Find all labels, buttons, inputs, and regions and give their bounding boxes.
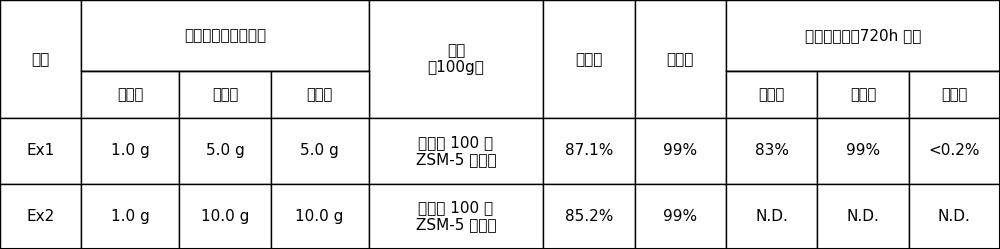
Bar: [271, 71, 369, 118]
Text: 硬铝比 100 的
ZSM-5 分子筛: 硬铝比 100 的 ZSM-5 分子筛: [416, 135, 496, 167]
Text: 5.0 g: 5.0 g: [206, 143, 244, 159]
Bar: [543, 0, 635, 118]
Bar: [543, 184, 635, 249]
Text: <0.2%: <0.2%: [929, 143, 980, 159]
Text: Ex1: Ex1: [27, 143, 55, 159]
Bar: [369, 0, 543, 118]
Text: 1.0 g: 1.0 g: [111, 209, 150, 224]
Text: 5.0 g: 5.0 g: [300, 143, 339, 159]
Text: 1.0 g: 1.0 g: [111, 143, 150, 159]
Text: 序号: 序号: [32, 52, 50, 67]
Bar: [726, 0, 1000, 71]
Text: 长周期评价（720h 后）: 长周期评价（720h 后）: [805, 28, 921, 43]
Bar: [271, 118, 369, 184]
Text: 硬铝比 100 的
ZSM-5 分子筛: 硬铝比 100 的 ZSM-5 分子筛: [416, 200, 496, 233]
Text: 83%: 83%: [755, 143, 789, 159]
Text: 99%: 99%: [663, 143, 697, 159]
Bar: [369, 184, 543, 249]
Bar: [543, 118, 635, 184]
Bar: [179, 118, 271, 184]
Text: N.D.: N.D.: [755, 209, 788, 224]
Text: 85.2%: 85.2%: [565, 209, 613, 224]
Bar: [909, 71, 1000, 118]
Bar: [179, 184, 271, 249]
Bar: [726, 71, 817, 118]
Text: 碳含量: 碳含量: [941, 87, 967, 102]
Text: N.D.: N.D.: [938, 209, 971, 224]
Bar: [81, 71, 179, 118]
Text: 99%: 99%: [663, 209, 697, 224]
Bar: [817, 118, 909, 184]
Text: 87.1%: 87.1%: [565, 143, 613, 159]
Bar: [0, 184, 81, 249]
Bar: [81, 184, 179, 249]
Bar: [726, 184, 817, 249]
Text: 础酸钓: 础酸钓: [212, 87, 238, 102]
Bar: [726, 118, 817, 184]
Bar: [271, 184, 369, 249]
Bar: [81, 118, 179, 184]
Text: 10.0 g: 10.0 g: [295, 209, 344, 224]
Bar: [179, 71, 271, 118]
Bar: [909, 184, 1000, 249]
Bar: [369, 118, 543, 184]
Text: 选择性: 选择性: [667, 52, 694, 67]
Text: Ex2: Ex2: [27, 209, 55, 224]
Bar: [0, 118, 81, 184]
Bar: [909, 118, 1000, 184]
Bar: [635, 118, 726, 184]
Text: 转化率: 转化率: [759, 87, 785, 102]
Text: N.D.: N.D.: [847, 209, 879, 224]
Text: 催化剂前体元素含量: 催化剂前体元素含量: [184, 28, 266, 43]
Bar: [817, 184, 909, 249]
Text: 载体
（100g）: 载体 （100g）: [428, 43, 484, 75]
Bar: [817, 71, 909, 118]
Text: 选择性: 选择性: [850, 87, 876, 102]
Text: 础酸镪: 础酸镪: [117, 87, 143, 102]
Text: 99%: 99%: [846, 143, 880, 159]
Bar: [0, 0, 81, 118]
Bar: [635, 0, 726, 118]
Text: 10.0 g: 10.0 g: [201, 209, 249, 224]
Text: 转化率: 转化率: [575, 52, 603, 67]
Bar: [81, 0, 369, 71]
Text: 础酸铜: 础酸铜: [306, 87, 333, 102]
Bar: [635, 184, 726, 249]
